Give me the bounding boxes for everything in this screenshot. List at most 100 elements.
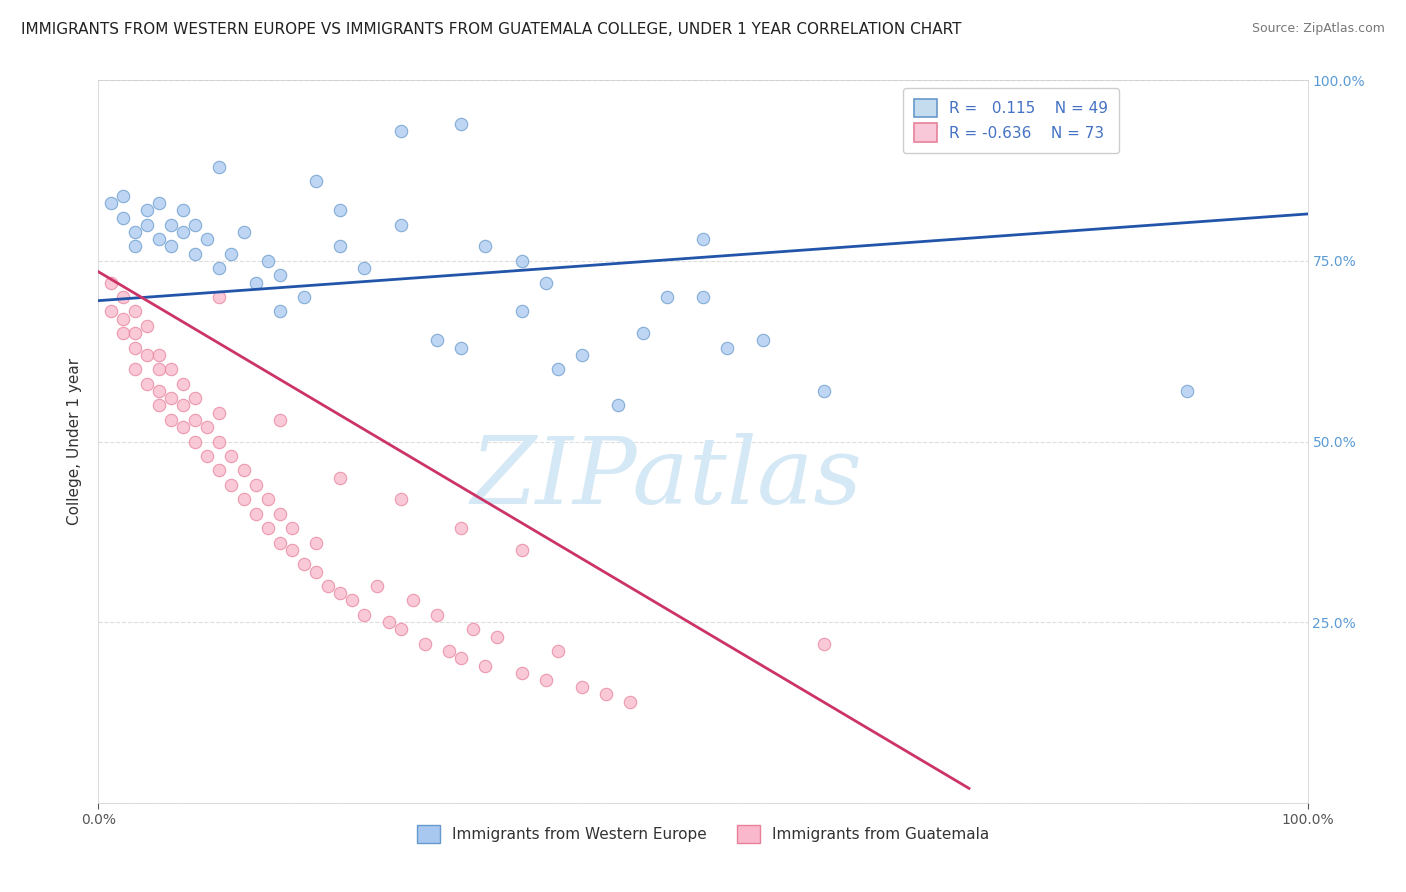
Point: [571, 348, 593, 362]
Point: [148, 362, 170, 376]
Point: [245, 276, 267, 290]
Point: [631, 326, 654, 340]
Point: [510, 665, 533, 680]
Point: [124, 362, 146, 376]
Point: [148, 348, 170, 362]
Point: [135, 203, 157, 218]
Point: [1175, 384, 1198, 398]
Point: [124, 225, 146, 239]
Point: [208, 160, 231, 174]
Point: [281, 542, 304, 557]
Point: [353, 607, 375, 622]
Point: [135, 318, 157, 333]
Point: [450, 341, 472, 355]
Point: [111, 189, 134, 203]
Point: [208, 406, 231, 420]
Point: [160, 391, 183, 405]
Point: [256, 521, 278, 535]
Point: [474, 239, 496, 253]
Point: [716, 341, 738, 355]
Point: [160, 362, 183, 376]
Point: [607, 398, 630, 412]
Point: [111, 290, 134, 304]
Point: [232, 225, 254, 239]
Point: [571, 680, 593, 694]
Point: [111, 311, 134, 326]
Text: Source: ZipAtlas.com: Source: ZipAtlas.com: [1251, 22, 1385, 36]
Point: [135, 348, 157, 362]
Point: [389, 623, 412, 637]
Point: [100, 276, 122, 290]
Point: [269, 507, 291, 521]
Point: [450, 651, 472, 665]
Point: [160, 239, 183, 253]
Point: [534, 276, 557, 290]
Point: [124, 341, 146, 355]
Point: [655, 290, 678, 304]
Point: [377, 615, 399, 630]
Point: [389, 492, 412, 507]
Point: [184, 246, 207, 260]
Point: [474, 658, 496, 673]
Point: [184, 391, 207, 405]
Point: [184, 413, 207, 427]
Point: [256, 492, 278, 507]
Point: [426, 334, 449, 348]
Point: [534, 673, 557, 687]
Point: [148, 196, 170, 211]
Point: [208, 261, 231, 276]
Point: [195, 232, 218, 246]
Point: [245, 478, 267, 492]
Point: [547, 362, 569, 376]
Text: IMMIGRANTS FROM WESTERN EUROPE VS IMMIGRANTS FROM GUATEMALA COLLEGE, UNDER 1 YEA: IMMIGRANTS FROM WESTERN EUROPE VS IMMIGR…: [21, 22, 962, 37]
Point: [329, 470, 352, 484]
Point: [329, 239, 352, 253]
Point: [316, 579, 339, 593]
Point: [510, 253, 533, 268]
Point: [510, 542, 533, 557]
Point: [269, 535, 291, 549]
Point: [619, 695, 641, 709]
Point: [292, 290, 315, 304]
Point: [172, 376, 194, 391]
Point: [692, 232, 714, 246]
Text: ZIPatlas: ZIPatlas: [471, 433, 863, 523]
Point: [463, 623, 485, 637]
Point: [100, 304, 122, 318]
Point: [389, 124, 412, 138]
Point: [195, 449, 218, 463]
Point: [450, 117, 472, 131]
Point: [184, 218, 207, 232]
Point: [195, 420, 218, 434]
Point: [148, 384, 170, 398]
Point: [232, 492, 254, 507]
Point: [256, 253, 278, 268]
Point: [329, 586, 352, 600]
Point: [148, 232, 170, 246]
Point: [208, 463, 231, 477]
Point: [135, 376, 157, 391]
Point: [437, 644, 460, 658]
Point: [111, 211, 134, 225]
Point: [813, 637, 835, 651]
Point: [184, 434, 207, 449]
Point: [402, 593, 425, 607]
Point: [389, 218, 412, 232]
Point: [172, 420, 194, 434]
Point: [413, 637, 436, 651]
Point: [281, 521, 304, 535]
Point: [353, 261, 375, 276]
Point: [172, 398, 194, 412]
Point: [269, 304, 291, 318]
Point: [221, 478, 243, 492]
Point: [232, 463, 254, 477]
Point: [426, 607, 449, 622]
Point: [342, 593, 364, 607]
Point: [813, 384, 835, 398]
Point: [124, 326, 146, 340]
Point: [547, 644, 569, 658]
Point: [221, 449, 243, 463]
Point: [160, 218, 183, 232]
Point: [124, 304, 146, 318]
Y-axis label: College, Under 1 year: College, Under 1 year: [67, 358, 83, 525]
